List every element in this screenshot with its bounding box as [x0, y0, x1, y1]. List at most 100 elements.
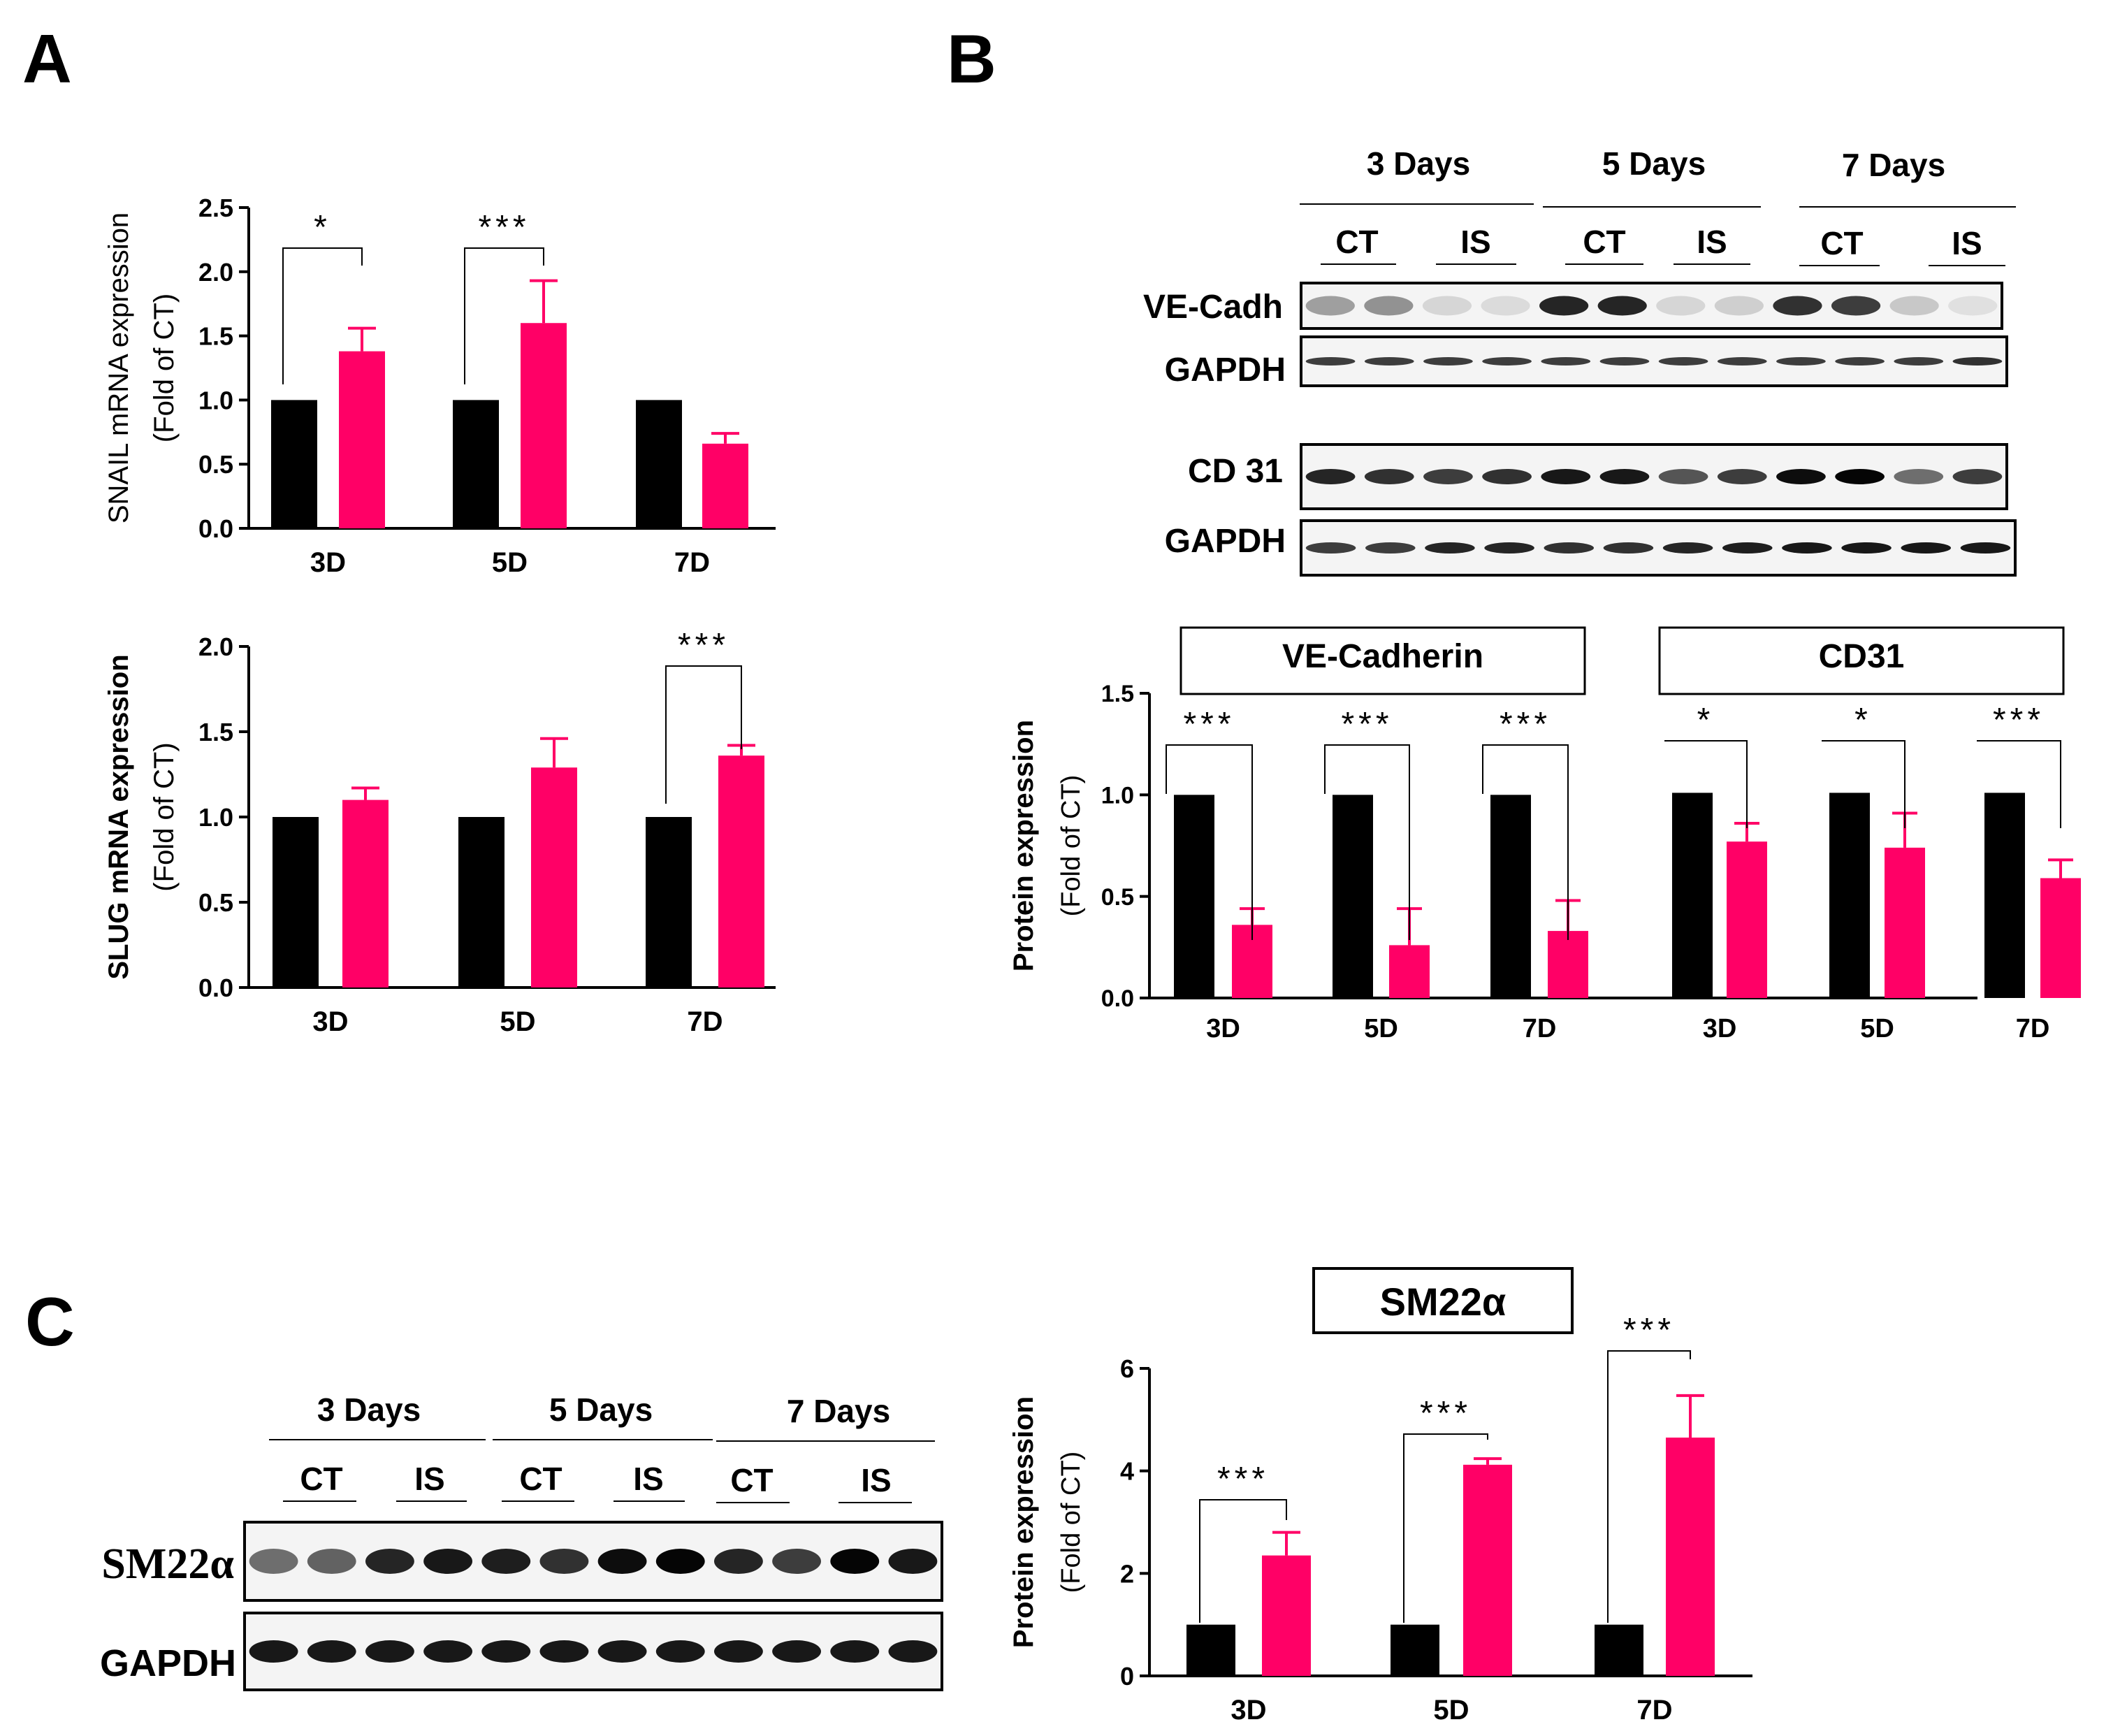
blot-b-gapdh1-band [1717, 357, 1767, 366]
x-tick-label: 3D [1231, 1695, 1266, 1726]
blot-c-sm22-band [365, 1549, 414, 1574]
significance-bracket [1166, 744, 1253, 940]
blot-b-vecadh-band [1948, 296, 1998, 316]
x-tick-label: 3D [310, 547, 346, 578]
bar-ct-3D [271, 400, 317, 528]
blot-b-gapdh1-band [1364, 357, 1414, 366]
blot-b-gapdh2-band [1722, 542, 1773, 554]
y-axis-subtitle: (Fold of CT) [1057, 1452, 1086, 1593]
blot-b-vecadh-band [1481, 296, 1530, 316]
y-axis-subtitle: (Fold of CT) [149, 294, 180, 442]
y-tick-label: 1.0 [1101, 783, 1134, 809]
blot-b-cd31-band [1658, 469, 1708, 484]
bar-ct-5D [1391, 1624, 1439, 1676]
blot-c-sm22-band [307, 1549, 356, 1574]
blot-c-sm22-band [597, 1549, 647, 1574]
blot-b-bands [1300, 282, 2017, 577]
bar-is-7D [1666, 1438, 1715, 1676]
blot-c-cond-6: IS [861, 1462, 891, 1498]
significance-stars: *** [1993, 702, 2045, 739]
blot-b-gapdh1-band [1776, 357, 1826, 366]
bar-ct-5D [453, 400, 499, 528]
blot-b-gapdh2-band [1484, 542, 1534, 554]
blot-c-gapdh-frame [243, 1612, 943, 1691]
bar-ct-7D [1595, 1624, 1643, 1676]
y-tick-label: 0 [1120, 1662, 1134, 1691]
blot-c-day-7: 7 Days [787, 1393, 890, 1429]
blot-c-day-5: 5 Days [549, 1391, 653, 1428]
blot-b-gapdh1-frame [1300, 335, 2008, 387]
blot-c-sm22-band [249, 1549, 298, 1574]
blot-c-cond-3: CT [519, 1461, 562, 1497]
blot-b-gapdh2-band [1603, 542, 1654, 554]
x-tick-label: 7D [2016, 1014, 2050, 1043]
blot-c-gapdh-band [597, 1640, 647, 1663]
blot-b-cd31-band [1541, 469, 1591, 484]
blot-c-gapdh-band [888, 1640, 938, 1663]
blot-b-gapdh2-band [1305, 542, 1356, 554]
significance-bracket [1482, 744, 1569, 940]
blot-b-vecadh-band [1714, 296, 1764, 316]
blot-b-cd31-band [1894, 469, 1944, 484]
blot-b-vecadh-band [1539, 296, 1589, 316]
blot-b-row-gapdh-2: GAPDH [1165, 523, 1286, 560]
blot-c-gapdh-band [481, 1640, 531, 1663]
bar-is-5D [1463, 1464, 1512, 1676]
blot-b-vecadh-band [1656, 296, 1706, 316]
blot-b-cd31-band [1717, 469, 1767, 484]
blot-c-gapdh-band [365, 1640, 414, 1663]
y-axis-subtitle: (Fold of CT) [149, 742, 180, 891]
blot-b-gapdh2-band [1425, 542, 1475, 554]
significance-stars: *** [1500, 706, 1551, 743]
blot-c-gapdh-band [655, 1640, 705, 1663]
blot-c-sm22-band [772, 1549, 822, 1574]
blot-b-day-3: 3 Days [1367, 145, 1470, 182]
blot-b-gapdh1-band [1658, 357, 1708, 366]
blot-b-row-vecadh: VE-Cadh [1143, 289, 1283, 326]
y-tick-label: 0.5 [198, 450, 233, 479]
chart-slug: 0.0 0.5 1.0 1.5 2.0 SLUG mRNA expression (Fold… [103, 627, 776, 1037]
blot-b-vecadh-band [1831, 296, 1881, 316]
blot-b-cd31-band [1776, 469, 1826, 484]
y-tick-label: 0.0 [198, 514, 233, 543]
blot-b-gapdh2-band [1901, 542, 1952, 554]
blot-c-sm22-band [713, 1549, 763, 1574]
bar-ct-5D [1333, 795, 1373, 998]
significance-bracket [1977, 740, 2061, 828]
blot-b-gapdh2-band [1841, 542, 1892, 554]
blot-b-headers: 3 Days 5 Days 7 Days CT IS CT IS CT IS [1300, 145, 2016, 266]
y-tick-label: 0.0 [1101, 985, 1134, 1012]
panel-label-b: B [947, 20, 996, 97]
group-title-cd31: CD31 [1819, 638, 1905, 675]
blot-b-cd31-band [1599, 469, 1650, 484]
bar-ct-3D [1672, 793, 1713, 998]
blot-c-cond-2: IS [414, 1461, 444, 1497]
panel-label-a: A [22, 20, 72, 97]
blot-b-gapdh1-band [1305, 357, 1356, 366]
blot-b-cd31-band [1423, 469, 1473, 484]
bar-is-3D [1262, 1555, 1311, 1676]
blot-c-sm22-band [423, 1549, 473, 1574]
blot-b-row-cd31: CD 31 [1188, 453, 1283, 490]
blot-c-sm22-band [830, 1549, 880, 1574]
significance-stars: *** [1341, 706, 1393, 743]
blot-b-gapdh2-band [1365, 542, 1416, 554]
blot-c-sm22-band [481, 1549, 531, 1574]
blot-b-cond-2: IS [1460, 224, 1490, 260]
y-tick-label: 2 [1120, 1559, 1134, 1588]
blot-b-vecadh-band [1305, 296, 1355, 316]
y-tick-label: 1.5 [198, 322, 233, 351]
blot-b-cd31-band [1835, 469, 1885, 484]
x-tick-label: 7D [687, 1006, 723, 1037]
blot-b-cond-5: CT [1820, 225, 1863, 261]
blot-c-gapdh-band [713, 1640, 763, 1663]
bar-is-3D [339, 351, 385, 528]
y-tick-label: 2.0 [198, 632, 233, 661]
bar-ct-3D [273, 817, 319, 988]
y-tick-label: 2.5 [198, 194, 233, 222]
blot-c-gapdh-band [772, 1640, 822, 1663]
significance-stars: * [1854, 702, 1872, 739]
blot-c-gapdh-band [830, 1640, 880, 1663]
y-tick-label: 1.5 [1101, 681, 1134, 707]
